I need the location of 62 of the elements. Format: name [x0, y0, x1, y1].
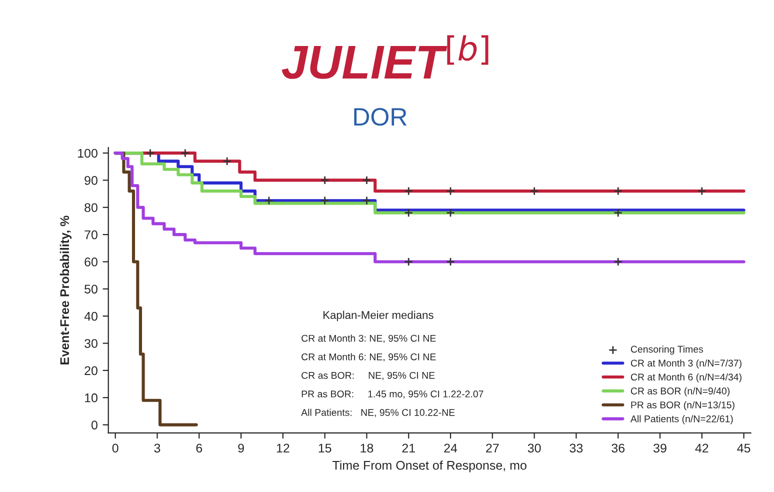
- point: [614, 208, 623, 218]
- x-tick-label: 6: [196, 444, 202, 453]
- y-tick-label: 60: [84, 258, 98, 266]
- point: [697, 186, 706, 196]
- annotation: PR as BOR: 1.45 mo, 95% CI 1.22-2.07: [302, 390, 484, 399]
- legend-title: Kaplan-Meier medians: [324, 310, 434, 322]
- chart-title: JULIET$^{[b]}$: [282, 35, 488, 79]
- point: [404, 208, 414, 218]
- y-tick-label: 50: [84, 284, 98, 294]
- legend-label: All Patients (n/N=22/61): [630, 415, 733, 424]
- x-tick-label: 0: [112, 444, 118, 453]
- x-tick-label: 45: [737, 444, 750, 453]
- point: [614, 257, 623, 266]
- point: [446, 186, 456, 196]
- point: [320, 176, 330, 185]
- point: [404, 257, 414, 266]
- x-tick-label: 15: [318, 444, 332, 453]
- x-tick-label: 21: [402, 444, 415, 452]
- legend-label: Censoring Times: [630, 346, 704, 355]
- point: [320, 196, 330, 206]
- x-tick-label: 12: [276, 444, 290, 452]
- y-tick-label: 80: [84, 203, 98, 212]
- x-axis-title: Time From Onset of Response, mo: [332, 460, 526, 472]
- x-tick-label: 3: [154, 444, 160, 453]
- y-tick-label: 70: [84, 230, 98, 240]
- x-tick-label: 36: [612, 444, 625, 453]
- point: [222, 156, 232, 166]
- chart-subtitle: DOR: [354, 108, 407, 126]
- x-tick-label: 24: [444, 444, 458, 452]
- point: [404, 186, 414, 196]
- point: [362, 176, 372, 185]
- point: [446, 257, 456, 266]
- y-tick-label: 20: [84, 366, 98, 376]
- x-tick-label: 18: [360, 444, 374, 453]
- annotation: CR as BOR: NE, 95% CI NE: [302, 372, 435, 380]
- point: [530, 186, 539, 196]
- x-tick-label: 42: [695, 444, 708, 452]
- y-axis-title: Event-Free Probability, %: [60, 216, 72, 364]
- point: [614, 186, 623, 196]
- x-tick-label: 9: [238, 444, 244, 453]
- y-tick-label: 90: [84, 176, 98, 185]
- point: [264, 196, 274, 206]
- point: [362, 196, 372, 206]
- y-tick-label: 0: [91, 420, 98, 430]
- y-tick-label: 100: [78, 148, 98, 158]
- legend-label: CR at Month 3 (n/N=7/37): [630, 359, 742, 369]
- y-tick-label: 30: [84, 339, 98, 348]
- legend-label: CR as BOR (n/N=9/40): [630, 387, 730, 396]
- annotation: All Patients: NE, 95% CI 10.22-NE: [301, 408, 455, 418]
- annotation: CR at Month 6: NE, 95% CI NE: [302, 353, 436, 362]
- point: [180, 148, 190, 158]
- annotation: CR at Month 3: NE, 95% CI NE: [302, 334, 436, 343]
- legend-label: PR as BOR (n/N=13/15): [631, 401, 734, 410]
- legend-label: CR at Month 6 (n/N=4/34): [630, 373, 742, 382]
- x-tick-label: 30: [528, 444, 541, 453]
- point: [146, 148, 155, 158]
- x-tick-label: 27: [486, 444, 499, 452]
- point: [446, 208, 456, 218]
- y-tick-label: 40: [84, 312, 98, 321]
- x-tick-label: 33: [570, 444, 583, 453]
- x-tick-label: 39: [654, 444, 666, 453]
- y-tick-label: 10: [84, 393, 98, 402]
